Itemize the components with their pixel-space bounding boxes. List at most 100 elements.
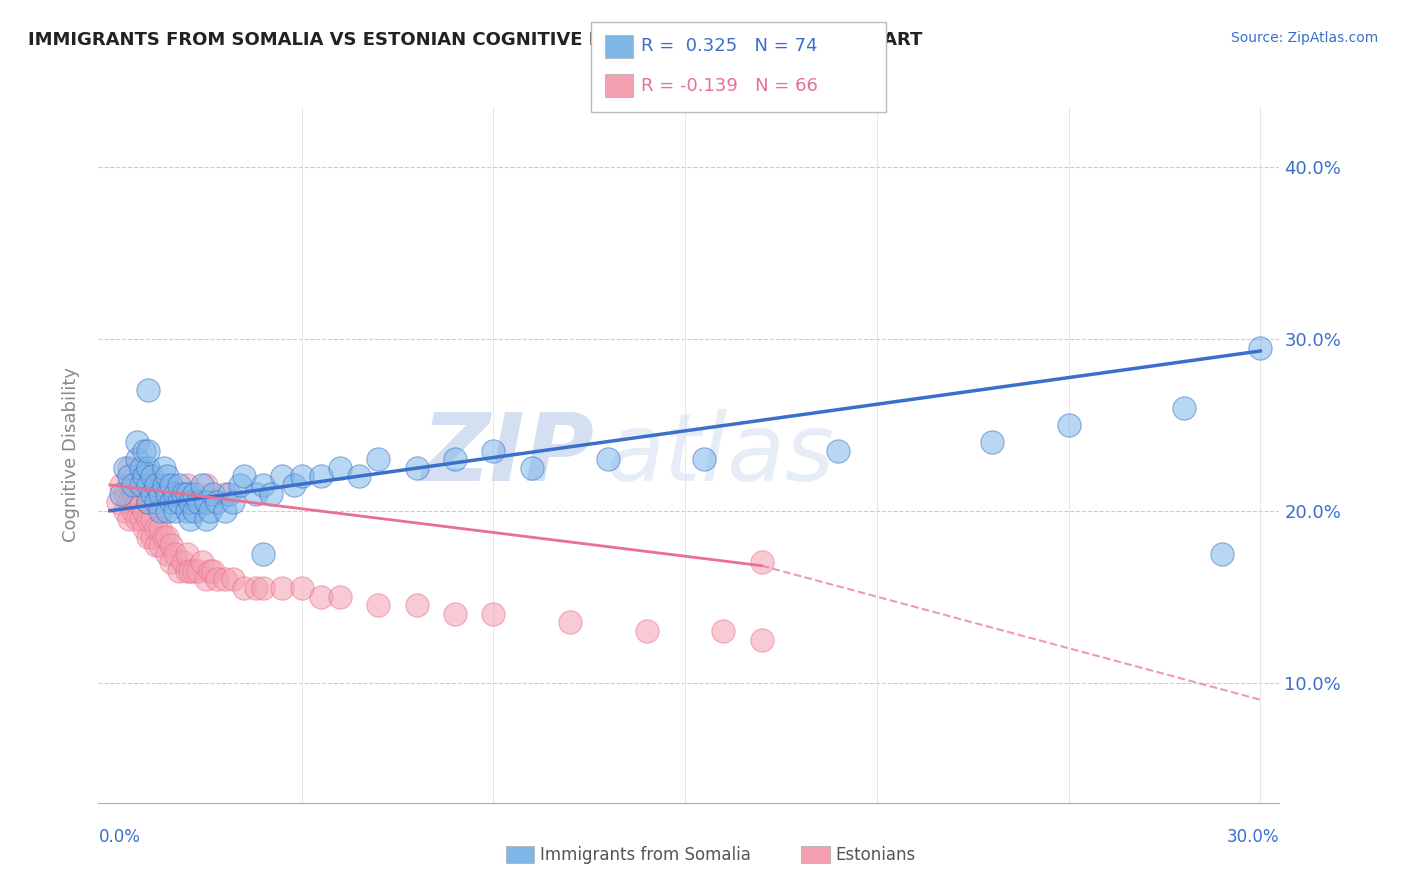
Point — [233, 581, 256, 595]
Point — [156, 529, 179, 543]
Point — [291, 469, 314, 483]
Text: Source: ZipAtlas.com: Source: ZipAtlas.com — [1230, 31, 1378, 45]
Point — [156, 486, 179, 500]
Point — [114, 460, 136, 475]
Point — [191, 555, 214, 569]
Point — [202, 486, 225, 500]
Point — [176, 486, 198, 500]
Point — [194, 512, 217, 526]
Point — [160, 495, 183, 509]
Point — [245, 486, 267, 500]
Point — [141, 469, 163, 483]
Point — [141, 512, 163, 526]
Point — [252, 547, 274, 561]
Point — [134, 504, 156, 518]
Point — [598, 452, 620, 467]
Point — [183, 486, 205, 500]
Point — [125, 452, 148, 467]
Point — [176, 547, 198, 561]
Point — [252, 581, 274, 595]
Text: 30.0%: 30.0% — [1227, 828, 1279, 846]
Point — [160, 555, 183, 569]
Point — [160, 538, 183, 552]
Point — [136, 529, 159, 543]
Point — [291, 581, 314, 595]
Point — [194, 495, 217, 509]
Point — [176, 504, 198, 518]
Point — [114, 504, 136, 518]
Point — [187, 495, 209, 509]
Point — [125, 495, 148, 509]
Point — [198, 504, 221, 518]
Point — [125, 512, 148, 526]
Point — [129, 512, 152, 526]
Point — [122, 504, 145, 518]
Point — [693, 452, 716, 467]
Point — [309, 469, 332, 483]
Point — [482, 607, 505, 621]
Point — [309, 590, 332, 604]
Point — [118, 460, 141, 475]
Point — [827, 443, 849, 458]
Point — [1173, 401, 1195, 415]
Text: R =  0.325   N = 74: R = 0.325 N = 74 — [641, 37, 818, 55]
Point — [198, 564, 221, 578]
Point — [110, 486, 132, 500]
Point — [129, 460, 152, 475]
Point — [172, 555, 194, 569]
Point — [482, 443, 505, 458]
Point — [134, 443, 156, 458]
Point — [165, 486, 187, 500]
Text: IMMIGRANTS FROM SOMALIA VS ESTONIAN COGNITIVE DISABILITY CORRELATION CHART: IMMIGRANTS FROM SOMALIA VS ESTONIAN COGN… — [28, 31, 922, 49]
Point — [179, 512, 201, 526]
Point — [194, 573, 217, 587]
Point — [214, 504, 236, 518]
Point — [1211, 547, 1233, 561]
Point — [221, 495, 243, 509]
Point — [191, 478, 214, 492]
Point — [207, 573, 229, 587]
Point — [110, 478, 132, 492]
Text: 0.0%: 0.0% — [98, 828, 141, 846]
Point — [156, 504, 179, 518]
Point — [214, 486, 236, 500]
Point — [136, 495, 159, 509]
Point — [167, 495, 190, 509]
Y-axis label: Cognitive Disability: Cognitive Disability — [62, 368, 80, 542]
Point — [145, 521, 167, 535]
Point — [444, 607, 467, 621]
Point — [367, 599, 389, 613]
Point — [136, 460, 159, 475]
Point — [167, 478, 190, 492]
Point — [187, 564, 209, 578]
Point — [172, 486, 194, 500]
Point — [329, 460, 352, 475]
Point — [149, 521, 172, 535]
Point — [405, 460, 427, 475]
Point — [558, 615, 581, 630]
Point — [156, 478, 179, 492]
Point — [136, 469, 159, 483]
Point — [751, 555, 773, 569]
Point — [156, 547, 179, 561]
Point — [149, 486, 172, 500]
Text: Immigrants from Somalia: Immigrants from Somalia — [540, 846, 751, 863]
Text: R = -0.139   N = 66: R = -0.139 N = 66 — [641, 77, 818, 95]
Point — [152, 460, 174, 475]
Point — [520, 460, 543, 475]
Point — [405, 599, 427, 613]
Point — [183, 504, 205, 518]
Point — [136, 478, 159, 492]
Point — [207, 495, 229, 509]
Point — [245, 581, 267, 595]
Point — [713, 624, 735, 638]
Point — [136, 384, 159, 398]
Point — [233, 469, 256, 483]
Point — [347, 469, 370, 483]
Point — [129, 478, 152, 492]
Point — [141, 529, 163, 543]
Point — [145, 478, 167, 492]
Point — [1249, 341, 1271, 355]
Point — [122, 478, 145, 492]
Point — [271, 469, 294, 483]
